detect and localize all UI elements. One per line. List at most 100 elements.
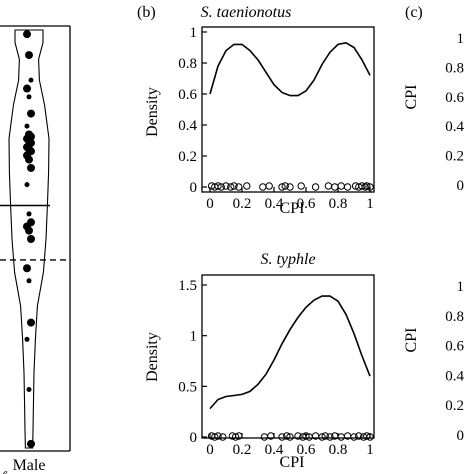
rug-point <box>358 182 366 190</box>
density-curve-1 <box>209 41 371 97</box>
density-curve-2 <box>209 295 371 410</box>
violin-data-point <box>25 226 33 235</box>
y-ticks-2: 0 0.5 1 1.5 <box>178 278 207 446</box>
rug-point <box>324 182 333 190</box>
rug-point <box>343 183 352 191</box>
violin-data-point <box>26 94 32 100</box>
rug-point <box>222 182 230 190</box>
violin-data-point <box>27 163 35 172</box>
x-tick-label: 0.8 <box>329 442 348 458</box>
x-tick-label: 0.6 <box>297 196 316 212</box>
violin-group-label: Male <box>13 457 46 474</box>
violin-small-caption: e <box>3 468 8 474</box>
x-ticks-1: 0 0.2 0.4 0.6 0.8 1 <box>206 187 374 212</box>
panel-c-tick-label: 0.6 <box>445 90 464 106</box>
rug-point <box>260 433 269 441</box>
rug-point <box>318 433 326 441</box>
rug-point <box>265 182 273 190</box>
y-tick-label: 0.5 <box>178 379 197 395</box>
rug-point <box>337 182 345 190</box>
rug-point <box>243 182 251 190</box>
violin-data-point <box>23 84 31 93</box>
rug-point <box>283 432 291 440</box>
violin-data-point <box>27 318 35 327</box>
rug-point <box>267 432 275 440</box>
panel-c-tick-label: 0.8 <box>445 309 464 325</box>
panel-c-tick-label: 1 <box>457 279 465 295</box>
rug-point <box>311 183 320 191</box>
rug-point <box>355 432 363 440</box>
y-ticks-1: 0 0.2 0.4 0.6 0.8 1 <box>178 25 207 196</box>
violin-data-point <box>28 77 34 83</box>
x-tick-label: 0.6 <box>297 442 316 458</box>
y-tick-label: 0 <box>190 430 198 446</box>
rug-point <box>366 183 374 191</box>
rug-point <box>302 432 310 440</box>
violin-data-point <box>24 336 30 342</box>
violin-data-point <box>25 51 33 60</box>
rug-point <box>227 183 235 191</box>
rug-point <box>231 433 240 441</box>
panel-c-tick-label: 0 <box>457 178 465 194</box>
x-tick-label: 1 <box>366 442 374 458</box>
rug-point <box>211 433 219 441</box>
panel-c-tick-label: 0.4 <box>445 119 464 135</box>
x-axis-label-2: CPI <box>280 454 305 471</box>
rug-point <box>331 183 339 191</box>
rug-point <box>350 433 358 441</box>
panel-c-ylabel-top: CPI <box>403 85 420 110</box>
y-axis-label-1: Density <box>144 87 161 137</box>
panel-label-b: (b) <box>137 4 156 21</box>
rug-point <box>217 183 225 191</box>
rug-point <box>337 433 345 441</box>
x-tick-label: 0.4 <box>265 442 284 458</box>
violin-data-point <box>24 123 30 129</box>
x-tick-label: 1 <box>366 196 374 212</box>
x-tick-label: 0.4 <box>265 196 284 212</box>
violin-points <box>23 30 35 448</box>
rug-point <box>230 182 238 190</box>
plot-frame-1 <box>201 26 375 193</box>
y-tick-label: 0.8 <box>178 56 197 72</box>
panel-c-ticks-bottom: 1 0.8 0.6 0.4 0.2 0 <box>445 279 464 444</box>
violin-outline <box>8 29 50 449</box>
panel-c-tick-label: 0.6 <box>445 339 464 355</box>
x-tick-label: 0 <box>206 442 214 458</box>
y-tick-label: 0.6 <box>178 87 197 103</box>
violin-data-point <box>26 386 32 392</box>
rug-point <box>278 433 286 441</box>
x-tick-label: 0.2 <box>233 196 252 212</box>
violin-data-point <box>25 155 33 164</box>
rug-point <box>278 183 286 191</box>
rug-point <box>326 433 334 441</box>
density-title-2: S. typhle <box>260 251 315 268</box>
panel-c-ylabel-bottom: CPI <box>403 328 420 353</box>
rug-point <box>259 183 267 191</box>
panel-c-tick-label: 0 <box>457 428 465 444</box>
panel-c-tick-label: 0.2 <box>445 398 464 414</box>
rug-point <box>297 182 305 190</box>
x-axis-label-1: CPI <box>280 200 305 217</box>
rug-point <box>294 432 302 440</box>
panel-label-c: (c) <box>405 4 423 21</box>
density-plot-typhle: S. typhle 0 0.5 1 1.5 0 0.2 0.4 0.6 0.8 1 CPI De… <box>144 251 375 471</box>
rug-point <box>219 433 227 441</box>
rug-point <box>286 183 294 191</box>
violin-data-point <box>27 235 35 243</box>
rug-point <box>235 432 243 440</box>
density-title-1: S. taenionotus <box>201 4 292 21</box>
y-tick-label: 1 <box>190 25 198 41</box>
density-plot-taenionotus: S. taenionotus 0 0.2 0.4 0.6 0.8 1 0 0.2 0.4 0.6… <box>144 4 375 217</box>
rug-points-2 <box>207 432 374 441</box>
clipped-panel-c: (c) CPI CPI 1 0.8 0.6 0.4 0.2 0 1 0.8 0.6 0.4 0.2… <box>403 4 465 444</box>
rug-point <box>321 432 329 440</box>
panel-c-tick-label: 0.8 <box>445 60 464 76</box>
y-tick-label: 1 <box>190 329 198 345</box>
y-tick-label: 1.5 <box>178 278 197 294</box>
rug-points-1 <box>207 182 374 191</box>
y-axis-label-2: Density <box>144 332 161 382</box>
violin-data-point <box>23 264 31 273</box>
x-tick-label: 0 <box>206 196 214 212</box>
violin-data-point <box>23 30 31 39</box>
